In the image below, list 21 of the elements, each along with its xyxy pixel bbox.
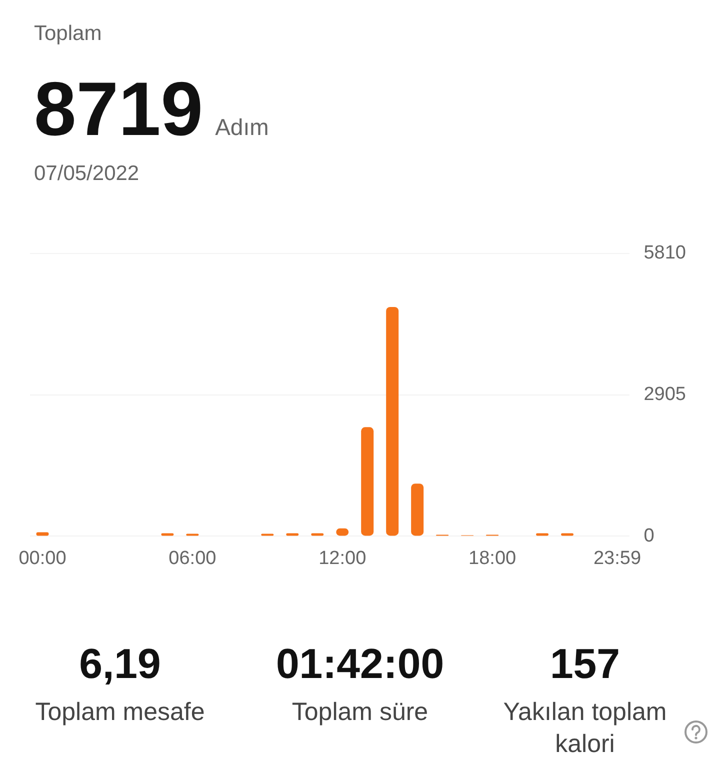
chart-subtitle: 07/05/2022	[34, 162, 140, 186]
bar	[386, 306, 399, 536]
y-tick-label: 5810	[644, 242, 686, 264]
x-tick-label: 00:00	[18, 548, 66, 569]
text: Toplam süre	[290, 697, 430, 728]
y-tick-label: 2905	[644, 384, 686, 406]
text: Yakılan toplam kalori	[502, 697, 668, 760]
x-tick-label: 23:59	[593, 548, 642, 569]
x-tick-label: 12:00	[318, 548, 366, 569]
x-tick-label: 18:00	[468, 548, 516, 569]
text: 01:42:00	[274, 640, 446, 688]
chart-title: Toplam	[34, 22, 102, 46]
bar	[361, 427, 374, 536]
text: 8719	[34, 66, 204, 153]
y-tick-label: 0	[644, 525, 654, 546]
x-tick-label: 06:00	[168, 548, 216, 569]
text: 157	[548, 640, 622, 688]
text: Adım	[215, 114, 269, 141]
text: 6,19	[78, 640, 162, 688]
bar	[411, 484, 424, 536]
text: Toplam mesafe	[34, 697, 206, 728]
